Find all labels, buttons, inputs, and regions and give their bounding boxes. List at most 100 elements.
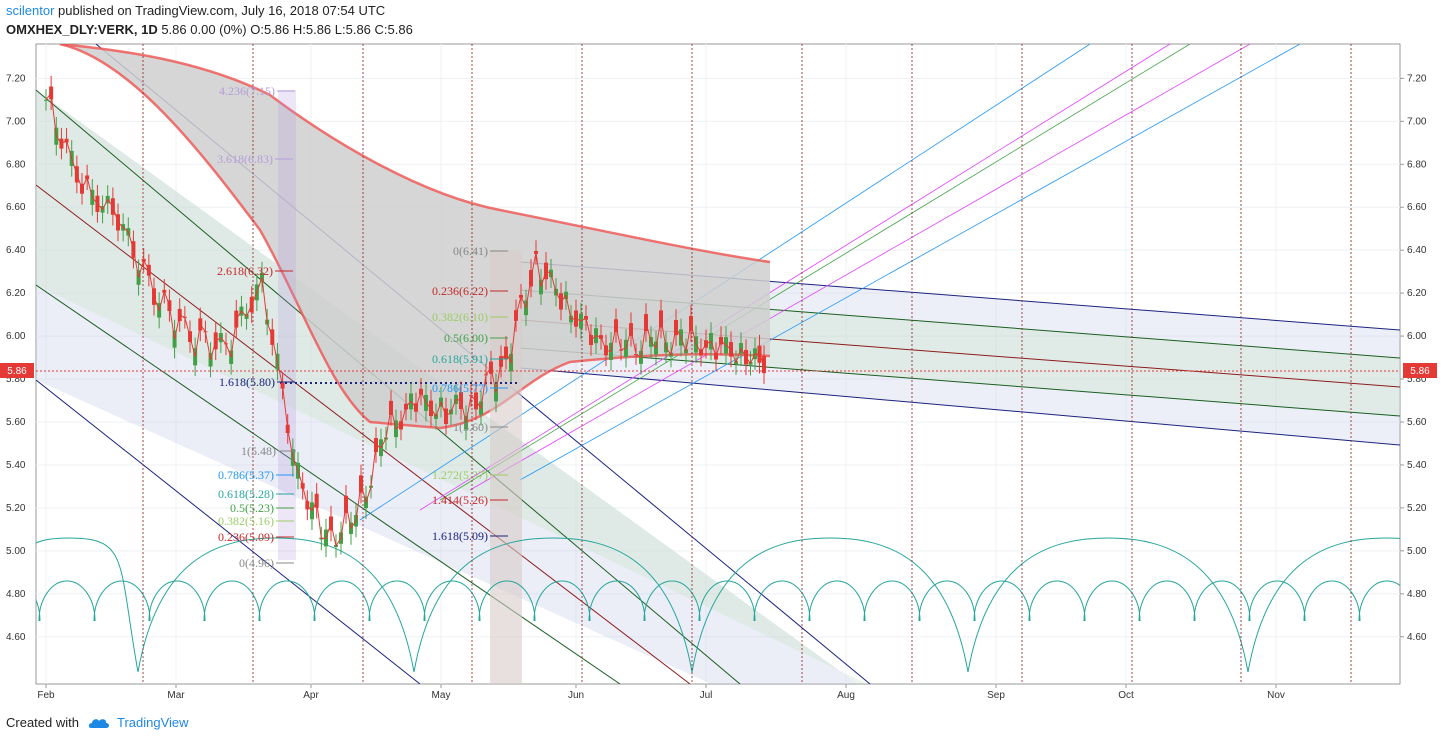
- y-tick-label: 6.60: [6, 202, 26, 213]
- y-tick-label: 5.20: [6, 503, 26, 514]
- cycle-arc-small: [918, 580, 976, 622]
- price-badge-left: [0, 363, 34, 378]
- y-tick-label: 7.20: [1407, 73, 1427, 84]
- y-tick-label: 6.60: [1407, 202, 1427, 213]
- fib-label: 0.236(5.09): [218, 530, 274, 544]
- y-tick-label: 5.40: [1407, 460, 1427, 471]
- x-tick-label: Mar: [167, 690, 185, 701]
- fib-label: 0(6.41): [453, 244, 488, 258]
- drawings: [36, 44, 1400, 684]
- fib-label: 0.618(5.28): [218, 487, 274, 501]
- y-axis-right: 4.60 4.80 5.00 5.20 5.40 5.60 5.80 6.00 6.20 6.40…: [1400, 73, 1427, 643]
- cycle-arc-small: [148, 580, 206, 622]
- x-tick-label: Feb: [37, 690, 55, 701]
- price-badge-right: [1403, 363, 1437, 378]
- y-tick-label: 6.40: [6, 245, 26, 256]
- cycle-arc-small: [1083, 580, 1141, 622]
- fib-zone: [490, 250, 522, 684]
- x-tick-label: Jun: [568, 690, 584, 701]
- y-tick-label: 6.40: [1407, 245, 1427, 256]
- x-tick-label: Oct: [1118, 690, 1134, 701]
- fib-label: 2.618(6.32): [217, 264, 273, 278]
- y-tick-label: 5.60: [6, 417, 26, 428]
- cycle-lines: [142, 44, 1352, 684]
- published-text: published on TradingView.com, July 16, 2…: [58, 3, 386, 18]
- channel-line: [519, 347, 1400, 417]
- y-tick-label: 4.60: [6, 632, 26, 643]
- author-link[interactable]: scilentor: [6, 3, 55, 18]
- cycle-arc-small: [1248, 580, 1306, 622]
- cycle-arc-small: [478, 580, 536, 622]
- fib-label: 0(4.96): [239, 556, 274, 570]
- fib-zone: [278, 90, 296, 560]
- fib-label: 0.236(6.22): [432, 284, 488, 298]
- cycle-arc-small: [1303, 580, 1361, 622]
- cycle-arc-small: [533, 580, 591, 622]
- y-tick-label: 6.00: [1407, 331, 1427, 342]
- cycle-arc-small: [808, 580, 866, 622]
- fib-label: 1(5.48): [241, 444, 276, 458]
- fan-line: [439, 44, 1191, 501]
- fan-line: [419, 44, 1171, 511]
- price-badge-left-text: 5.86: [7, 366, 27, 377]
- cycle-arc-large: [137, 537, 415, 673]
- y-tick-label: 7.00: [6, 116, 26, 127]
- cycle-arc-small: [753, 580, 811, 622]
- candle-body: [44, 99, 48, 101]
- y-tick-label: 6.80: [1407, 159, 1427, 170]
- fib-label: 0.5(5.23): [230, 501, 274, 515]
- x-tick-label: May: [432, 690, 451, 701]
- cycle-arc-small: [38, 580, 96, 622]
- fib-label: 1.618(5.09): [432, 529, 488, 543]
- footer: Created with TradingView: [6, 715, 189, 730]
- fan-line: [469, 44, 1251, 491]
- y-tick-label: 6.00: [6, 331, 26, 342]
- quote-values: 5.86 0.00 (0%) O:5.86 H:5.86 L:5.86 C:5.…: [161, 22, 413, 37]
- cycle-arc-small: [973, 580, 1031, 622]
- y-axis-left: 4.60 4.80 5.00 5.20 5.40 5.60 5.80 6.00 6.20 6.40…: [6, 73, 26, 642]
- fib-label: 1.618(5.80): [219, 375, 275, 389]
- fib-label: 0.786(5.77): [432, 381, 488, 395]
- y-tick-label: 5.20: [1407, 503, 1427, 514]
- fib-label: 4.236(7.15): [219, 84, 275, 98]
- cycle-arcs: [36, 537, 1400, 673]
- cycle-arc-small: [698, 580, 756, 622]
- cycle-arc-small: [588, 580, 646, 622]
- cycle-arc-large: [36, 537, 139, 673]
- cycle-arc-small: [36, 599, 41, 622]
- y-tick-label: 4.60: [1407, 632, 1427, 643]
- cloud-logo-icon: [88, 718, 109, 728]
- y-tick-label: 6.20: [1407, 288, 1427, 299]
- cycle-arc-small: [93, 580, 151, 622]
- channel-line: [519, 367, 1400, 446]
- tradingview-link[interactable]: TradingView: [116, 715, 189, 730]
- x-tick-label: Nov: [1267, 690, 1285, 701]
- channel-line: [36, 284, 621, 684]
- y-tick-label: 4.80: [1407, 589, 1427, 600]
- cycle-arc-large: [967, 537, 1249, 673]
- y-tick-label: 5.40: [6, 460, 26, 471]
- fan-line: [519, 44, 1301, 481]
- y-tick-label: 5.00: [6, 546, 26, 557]
- channel-line: [36, 184, 691, 684]
- fib-label: 1(5.60): [453, 420, 488, 434]
- fib-label: 0.382(5.16): [218, 514, 274, 528]
- price-badge-right-text: 5.86: [1410, 366, 1430, 377]
- cloud-band: [60, 44, 770, 428]
- cycle-arc-small: [203, 580, 261, 622]
- cycle-arc-small: [423, 580, 481, 622]
- moving-average-line: [45, 91, 765, 548]
- symbol-name: OMXHEX_DLY:VERK, 1D: [6, 22, 158, 37]
- cloud-upper-edge: [59, 44, 771, 264]
- publish-line: scilentor published on TradingView.com, …: [6, 3, 385, 18]
- y-tick-label: 7.20: [6, 73, 26, 84]
- cycle-arc-small: [1193, 580, 1251, 622]
- cycle-arc-small: [258, 580, 316, 622]
- x-tick-label: Aug: [837, 690, 855, 701]
- fib-label: 3.618(6.83): [217, 152, 273, 166]
- fib-label: 0.786(5.37): [218, 468, 274, 482]
- cloud-lower-edge: [59, 44, 771, 430]
- cycle-arc-small: [313, 580, 371, 622]
- y-tick-label: 7.00: [1407, 116, 1427, 127]
